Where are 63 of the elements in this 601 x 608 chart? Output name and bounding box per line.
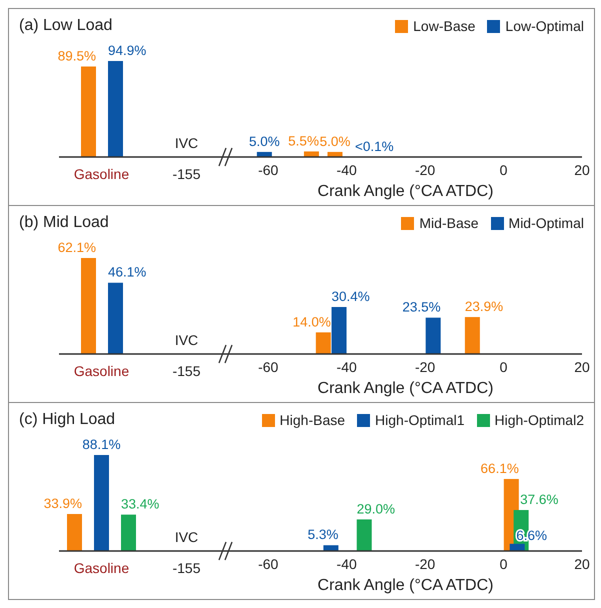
x-axis-title: Crank Angle (°CA ATDC) <box>316 183 494 201</box>
annotation: IVC <box>174 135 198 151</box>
x-tick-label: 20 <box>574 556 590 572</box>
legend-label: Low-Optimal <box>505 18 584 34</box>
legend-label: High-Optimal1 <box>375 412 465 428</box>
x-tick-label: -60 <box>258 556 279 572</box>
data-label: 33.4% <box>121 496 160 512</box>
x-axis-title: Crank Angle (°CA ATDC) <box>316 380 494 398</box>
bar <box>426 318 441 354</box>
data-label: 23.9% <box>464 299 504 314</box>
x-tick-label: Gasoline <box>74 560 130 576</box>
x-tick-label: -40 <box>336 358 357 375</box>
x-tick-label: 20 <box>574 162 590 178</box>
x-tick-label: 0 <box>500 162 508 178</box>
x-tick-label: -40 <box>336 162 357 178</box>
data-label: 30.4% <box>332 289 370 304</box>
x-tick-label: -20 <box>414 556 436 572</box>
data-label: 94.9% <box>108 43 146 58</box>
data-label: 5.0% <box>248 134 280 149</box>
chart-title: (a) Low Load <box>19 17 112 35</box>
data-label: 89.5% <box>58 48 96 64</box>
x-tick-label: -20 <box>414 358 436 375</box>
chart-title: (c) High Load <box>19 411 116 429</box>
annotation: IVC <box>174 332 198 348</box>
bar <box>316 332 331 354</box>
bar <box>464 317 480 354</box>
bar <box>323 545 338 551</box>
data-label: 29.0% <box>356 501 396 516</box>
legend-label: High-Base <box>280 412 346 428</box>
x-tick-label: Gasoline <box>74 363 130 379</box>
x-tick-label: -155 <box>172 560 201 576</box>
x-tick-label: -20 <box>414 162 436 178</box>
x-tick-label: -155 <box>172 363 201 379</box>
legend-label: Mid-Optimal <box>508 215 584 231</box>
annotation: IVC <box>174 529 198 545</box>
x-tick-label: -60 <box>258 162 279 178</box>
x-tick-label: -155 <box>172 166 201 182</box>
data-label: 88.1% <box>82 437 121 452</box>
x-tick-label: Gasoline <box>74 166 130 182</box>
data-label: 23.5% <box>402 300 441 315</box>
x-tick-label: 0 <box>500 556 508 572</box>
bar <box>510 544 525 551</box>
legend-label: High-Optimal2 <box>494 412 584 428</box>
data-label: 33.9% <box>44 496 82 512</box>
data-label: 5.3% <box>308 527 338 542</box>
data-label: <0.1% <box>354 138 394 154</box>
bar <box>356 519 372 551</box>
data-label: 46.1% <box>108 264 146 280</box>
x-tick-label: -40 <box>336 556 357 572</box>
data-label: 62.1% <box>58 240 96 255</box>
legend-label: Mid-Base <box>419 215 479 231</box>
data-label: 14.0% <box>292 314 331 330</box>
bar <box>332 307 347 354</box>
legend-label: Low-Base <box>413 18 476 34</box>
data-label: 37.6% <box>520 492 558 508</box>
chart-title: (b) Mid Load <box>19 214 109 232</box>
x-tick-label: 20 <box>574 358 590 375</box>
x-tick-label: 0 <box>500 358 508 375</box>
data-label: 66.1% <box>480 460 519 476</box>
x-tick-label: -60 <box>258 358 279 375</box>
x-axis-title: Crank Angle (°CA ATDC) <box>316 577 494 595</box>
data-label: 5.0% <box>320 134 350 149</box>
data-label: 5.5% <box>288 133 319 148</box>
